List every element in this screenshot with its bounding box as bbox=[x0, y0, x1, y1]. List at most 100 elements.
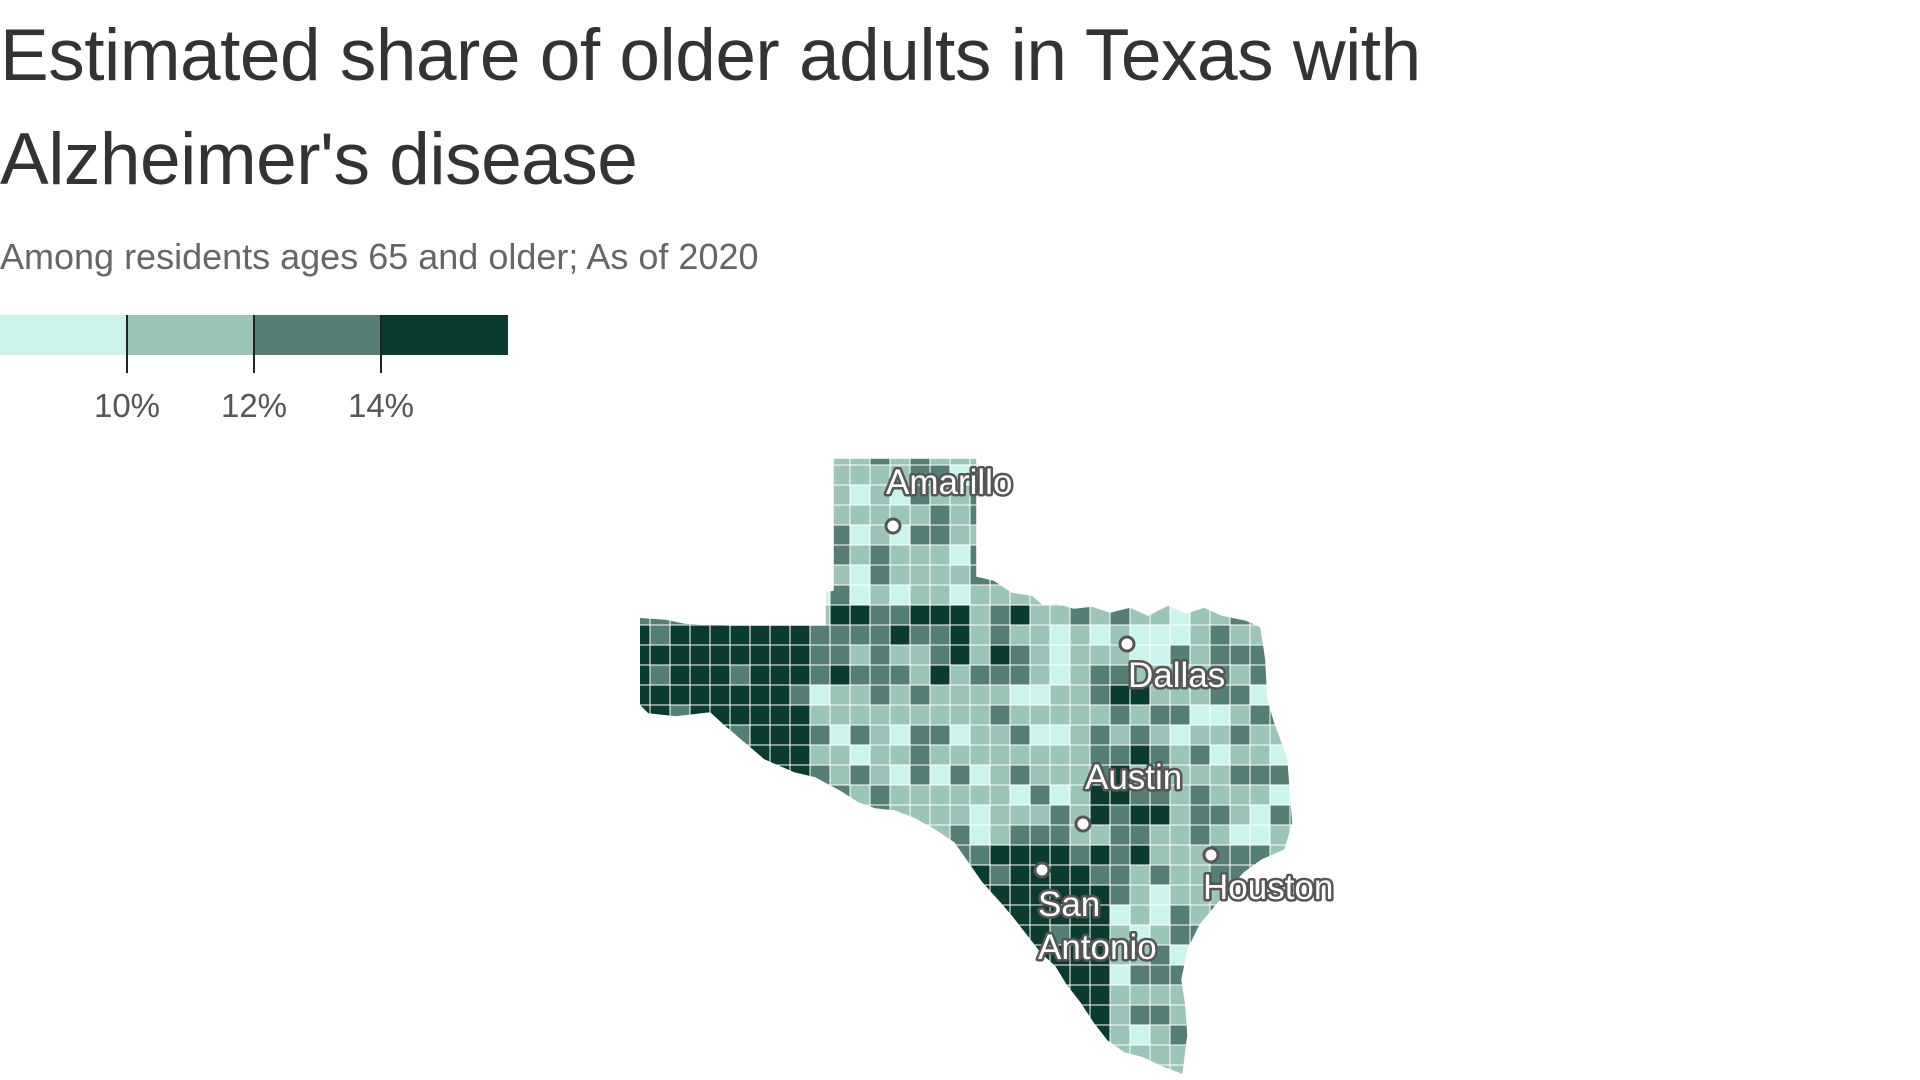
county-cell bbox=[769, 884, 791, 906]
county-cell bbox=[1310, 745, 1330, 765]
county-cell bbox=[1289, 464, 1293, 486]
county-cell bbox=[789, 564, 811, 586]
county-cell bbox=[929, 684, 951, 706]
county-cell bbox=[1289, 824, 1293, 846]
county-cell bbox=[1289, 1004, 1293, 1026]
county-cell bbox=[1029, 724, 1051, 746]
county-cell bbox=[689, 964, 711, 986]
county-cell bbox=[929, 1004, 951, 1026]
county-cell bbox=[1109, 824, 1131, 846]
county-cell bbox=[649, 824, 671, 846]
county-cell bbox=[1089, 584, 1111, 606]
county-cell bbox=[1009, 524, 1031, 546]
county-cell bbox=[640, 564, 651, 586]
county-cell bbox=[1310, 645, 1330, 665]
county-cell bbox=[829, 664, 851, 686]
county-cell bbox=[729, 804, 751, 826]
county-cell bbox=[989, 604, 1011, 626]
county-cell bbox=[1169, 864, 1191, 886]
county-cells bbox=[640, 458, 1350, 1075]
county-cell bbox=[1129, 724, 1151, 746]
county-cell bbox=[849, 464, 871, 486]
county-cell bbox=[1330, 565, 1350, 585]
county-cell bbox=[1289, 964, 1293, 986]
county-cell bbox=[709, 584, 731, 606]
county-cell bbox=[1069, 864, 1091, 886]
county-cell bbox=[889, 924, 911, 946]
county-cell bbox=[849, 624, 871, 646]
county-cell bbox=[1229, 584, 1251, 606]
county-cell bbox=[1069, 524, 1091, 546]
county-cell bbox=[1229, 604, 1251, 626]
county-cell bbox=[989, 564, 1011, 586]
county-cell bbox=[849, 604, 871, 626]
county-cell bbox=[1029, 984, 1051, 1006]
county-cell bbox=[969, 904, 991, 926]
county-cell bbox=[769, 484, 791, 506]
county-cell bbox=[769, 924, 791, 946]
county-cell bbox=[1269, 644, 1291, 666]
county-cell bbox=[729, 624, 751, 646]
county-cell bbox=[729, 1044, 751, 1066]
county-cell bbox=[829, 904, 851, 926]
county-cell bbox=[1149, 504, 1171, 526]
county-cell bbox=[649, 904, 671, 926]
county-cell bbox=[1189, 1024, 1211, 1046]
county-cell bbox=[989, 864, 1011, 886]
county-cell bbox=[809, 1044, 831, 1066]
county-cell bbox=[1129, 1064, 1151, 1075]
county-cell bbox=[869, 724, 891, 746]
county-cell bbox=[649, 784, 671, 806]
county-cell bbox=[689, 1024, 711, 1046]
county-cell bbox=[789, 458, 811, 466]
legend-swatch-3 bbox=[254, 315, 381, 355]
county-cell bbox=[640, 604, 651, 626]
county-cell bbox=[749, 864, 771, 886]
county-cell bbox=[909, 844, 931, 866]
county-cell bbox=[1129, 964, 1151, 986]
county-cell bbox=[1249, 1044, 1271, 1066]
county-cell bbox=[989, 644, 1011, 666]
county-cell bbox=[1289, 624, 1293, 646]
county-cell bbox=[1189, 1044, 1211, 1066]
county-cell bbox=[1310, 1045, 1330, 1065]
county-cell bbox=[1009, 784, 1031, 806]
county-cell bbox=[1330, 945, 1350, 965]
county-cell bbox=[949, 584, 971, 606]
county-cell bbox=[1169, 844, 1191, 866]
county-cell bbox=[1029, 504, 1051, 526]
county-cell bbox=[1289, 924, 1293, 946]
county-cell bbox=[1330, 1045, 1350, 1065]
county-cell bbox=[729, 784, 751, 806]
county-cell bbox=[1109, 1064, 1131, 1075]
county-cell bbox=[640, 644, 651, 666]
county-cell bbox=[889, 684, 911, 706]
county-cell bbox=[1269, 924, 1291, 946]
county-cell bbox=[689, 724, 711, 746]
county-cell bbox=[1249, 604, 1271, 626]
county-cell bbox=[669, 1064, 691, 1075]
county-cell bbox=[1169, 924, 1191, 946]
county-cell bbox=[1289, 544, 1293, 566]
county-cell bbox=[969, 744, 991, 766]
county-cell bbox=[869, 664, 891, 686]
county-cell bbox=[809, 924, 831, 946]
county-cell bbox=[1149, 624, 1171, 646]
county-cell bbox=[1109, 564, 1131, 586]
county-cell bbox=[749, 504, 771, 526]
county-cell bbox=[729, 664, 751, 686]
chart-title: Estimated share of older adults in Texas… bbox=[0, 15, 1421, 200]
county-cell bbox=[849, 544, 871, 566]
county-cell bbox=[949, 904, 971, 926]
legend-swatch-2 bbox=[127, 315, 254, 355]
county-cell bbox=[929, 924, 951, 946]
county-cell bbox=[1089, 544, 1111, 566]
county-cell bbox=[649, 864, 671, 886]
county-cell bbox=[1310, 925, 1330, 945]
county-cell bbox=[1089, 844, 1111, 866]
county-cell bbox=[929, 544, 951, 566]
county-cell bbox=[789, 864, 811, 886]
county-cell bbox=[1169, 624, 1191, 646]
county-cell bbox=[1069, 544, 1091, 566]
county-cell bbox=[989, 1064, 1011, 1075]
